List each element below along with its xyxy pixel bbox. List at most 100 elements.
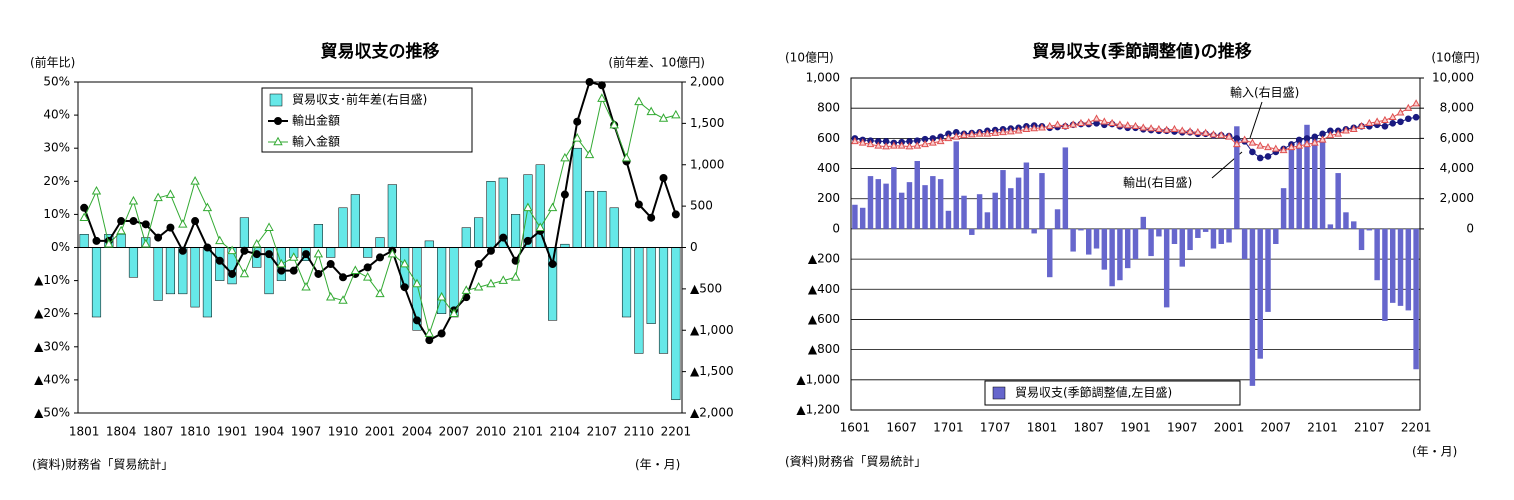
point <box>1248 138 1257 146</box>
x-tick-label: 2107 <box>587 425 618 439</box>
legend-label: 貿易収支(季節調整値,左目盛) <box>1015 385 1172 400</box>
point <box>202 202 213 212</box>
point <box>228 269 237 278</box>
x-unit: (年・月) <box>1412 445 1457 459</box>
point <box>1396 108 1405 116</box>
bar <box>1304 124 1310 229</box>
point <box>153 192 163 202</box>
point <box>646 106 656 116</box>
x-tick-label: 1810 <box>180 425 211 439</box>
point <box>313 248 324 258</box>
point <box>944 133 953 142</box>
bar <box>313 224 323 248</box>
point <box>277 266 286 275</box>
point <box>350 265 361 274</box>
bar <box>1265 228 1271 312</box>
point <box>1154 124 1163 133</box>
legend-swatch <box>269 93 283 107</box>
point <box>1084 118 1093 126</box>
bar <box>79 234 89 248</box>
point <box>165 189 176 198</box>
bar <box>128 247 139 278</box>
point <box>104 238 114 248</box>
y2-tick-label: 500 <box>690 199 713 213</box>
bar <box>1382 228 1388 321</box>
bar <box>634 247 644 354</box>
bar <box>1234 126 1240 229</box>
point <box>449 308 459 317</box>
point <box>1295 141 1304 149</box>
point <box>1092 114 1101 122</box>
point <box>1038 123 1046 131</box>
y-tick-label: ▲1,000 <box>796 372 840 386</box>
point <box>400 283 409 292</box>
point <box>560 190 569 199</box>
bar <box>930 176 936 229</box>
bar <box>852 204 858 229</box>
point <box>486 246 495 255</box>
point <box>314 269 323 278</box>
point <box>129 217 138 226</box>
point <box>1061 121 1070 130</box>
bar <box>883 183 889 229</box>
y2-tick-label: 2,000 <box>690 75 724 89</box>
bar <box>1054 209 1061 229</box>
point <box>363 263 372 272</box>
point <box>548 260 557 269</box>
point <box>850 136 859 145</box>
point <box>1022 124 1031 133</box>
point <box>975 129 984 137</box>
legend-box <box>984 380 1241 406</box>
x-tick-label: 2007 <box>439 425 470 439</box>
x-tick-label: 1707 <box>980 421 1011 435</box>
point <box>252 238 262 248</box>
y2-tick-label: ▲1,000 <box>690 323 734 337</box>
bar <box>976 194 983 229</box>
point <box>1209 130 1218 138</box>
point <box>264 222 274 231</box>
bar <box>969 228 975 235</box>
y-tick-label: ▲800 <box>808 342 840 356</box>
point <box>1170 124 1179 133</box>
x-unit: (年・月) <box>635 458 680 472</box>
point <box>362 272 373 281</box>
point <box>499 233 508 242</box>
annotation: 輸出(右目盛) <box>1123 175 1192 190</box>
legend-box <box>261 87 473 153</box>
bar <box>1296 138 1302 229</box>
x-tick-label: 1807 <box>1073 421 1104 435</box>
y-tick-label: ▲1,200 <box>796 403 840 417</box>
bar <box>609 207 619 248</box>
point <box>1342 126 1350 134</box>
bar <box>937 179 944 229</box>
x-tick-label: 1807 <box>143 425 174 439</box>
point <box>658 113 669 122</box>
point <box>289 266 298 275</box>
bar <box>1202 228 1209 232</box>
point <box>425 336 434 345</box>
point <box>252 250 261 259</box>
y2-tick-label: 1,500 <box>690 116 724 130</box>
bar <box>474 217 484 248</box>
point <box>461 285 471 294</box>
point <box>597 81 606 90</box>
point <box>276 258 287 268</box>
x-tick-label: 2107 <box>1354 421 1385 435</box>
point <box>166 223 175 232</box>
y-axis-label: (前年比) <box>30 55 75 70</box>
point <box>190 176 200 185</box>
point <box>1405 115 1412 123</box>
bar <box>1249 228 1256 386</box>
y-tick-label: 20% <box>43 174 70 188</box>
point <box>203 243 212 252</box>
point <box>338 295 348 304</box>
bar <box>1366 228 1373 231</box>
bar <box>1163 228 1170 308</box>
point <box>547 202 558 212</box>
point <box>191 217 200 226</box>
bar <box>1405 228 1412 311</box>
bar <box>190 247 200 308</box>
point <box>1115 120 1124 128</box>
point <box>1077 118 1085 127</box>
